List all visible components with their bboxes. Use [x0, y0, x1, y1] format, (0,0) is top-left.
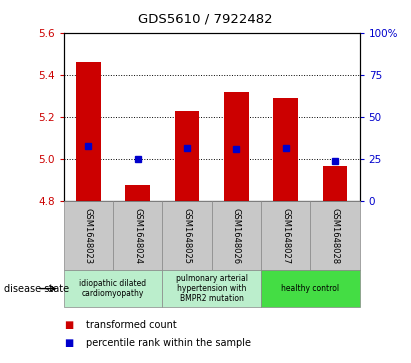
Text: GSM1648027: GSM1648027: [281, 208, 290, 264]
Text: GSM1648024: GSM1648024: [133, 208, 142, 264]
Text: ■: ■: [64, 320, 73, 330]
Bar: [125, 185, 150, 201]
Text: GSM1648023: GSM1648023: [84, 208, 93, 264]
Text: GSM1648025: GSM1648025: [182, 208, 192, 264]
Text: ■: ■: [64, 338, 73, 348]
Bar: [76, 62, 101, 201]
Text: percentile rank within the sample: percentile rank within the sample: [86, 338, 251, 348]
Text: transformed count: transformed count: [86, 320, 177, 330]
Text: healthy control: healthy control: [281, 284, 339, 293]
Text: pulmonary arterial
hypertension with
BMPR2 mutation: pulmonary arterial hypertension with BMP…: [175, 274, 248, 303]
Bar: [224, 92, 249, 201]
Text: disease state: disease state: [4, 284, 69, 294]
Text: idiopathic dilated
cardiomyopathy: idiopathic dilated cardiomyopathy: [79, 279, 147, 298]
Text: GDS5610 / 7922482: GDS5610 / 7922482: [138, 13, 273, 26]
Text: GSM1648026: GSM1648026: [232, 208, 241, 264]
Bar: [175, 111, 199, 201]
Bar: [323, 166, 347, 201]
Bar: [273, 98, 298, 201]
Text: GSM1648028: GSM1648028: [330, 208, 339, 264]
